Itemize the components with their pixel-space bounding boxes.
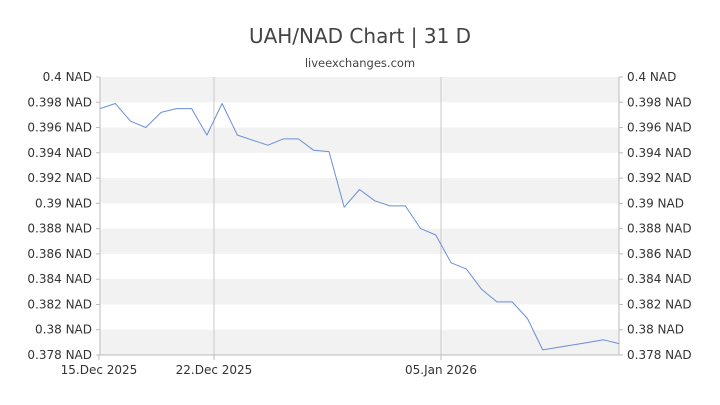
y-tick-label-right: 0.392 NAD (627, 171, 692, 185)
grid-band (100, 178, 619, 204)
y-tick-label-left: 0.394 NAD (27, 146, 92, 160)
y-tick-label-left: 0.382 NAD (27, 297, 92, 311)
y-tick-label-right: 0.39 NAD (627, 196, 684, 210)
y-tick-label-left: 0.388 NAD (27, 222, 92, 236)
y-tick-label-left: 0.4 NAD (43, 70, 92, 84)
x-tick-label: 05.Jan 2026 (405, 363, 477, 377)
chart-subtitle: liveexchanges.com (304, 56, 416, 70)
y-tick-label-left: 0.392 NAD (27, 171, 92, 185)
y-tick-label-right: 0.386 NAD (627, 247, 692, 261)
y-tick-label-right: 0.394 NAD (627, 146, 692, 160)
chart-title: UAH/NAD Chart | 31 D (248, 24, 472, 48)
y-tick-label-left: 0.378 NAD (27, 348, 92, 362)
series-line (99, 103, 620, 351)
y-tick-label-right: 0.378 NAD (627, 348, 692, 362)
grid-band (100, 77, 619, 103)
y-tick-label-left: 0.38 NAD (35, 323, 92, 337)
y-tick-label-left: 0.396 NAD (27, 121, 92, 135)
y-tick-label-right: 0.388 NAD (627, 222, 692, 236)
y-tick-label-left: 0.384 NAD (27, 272, 92, 286)
grid-band (100, 329, 619, 355)
grid-band (100, 279, 619, 305)
grid-band (100, 228, 619, 254)
x-tick-label: 22.Dec 2025 (176, 363, 253, 377)
y-tick-label-right: 0.38 NAD (627, 323, 684, 337)
y-tick-label-right: 0.384 NAD (627, 272, 692, 286)
y-tick-label-right: 0.396 NAD (627, 121, 692, 135)
y-tick-label-right: 0.4 NAD (627, 70, 676, 84)
y-tick-label-left: 0.39 NAD (35, 196, 92, 210)
y-tick-label-left: 0.386 NAD (27, 247, 92, 261)
x-tick-label: 15.Dec 2025 (61, 363, 138, 377)
y-tick-label-right: 0.398 NAD (627, 95, 692, 109)
y-tick-label-right: 0.382 NAD (627, 297, 692, 311)
y-tick-label-left: 0.398 NAD (27, 95, 92, 109)
grid-band (100, 127, 619, 153)
